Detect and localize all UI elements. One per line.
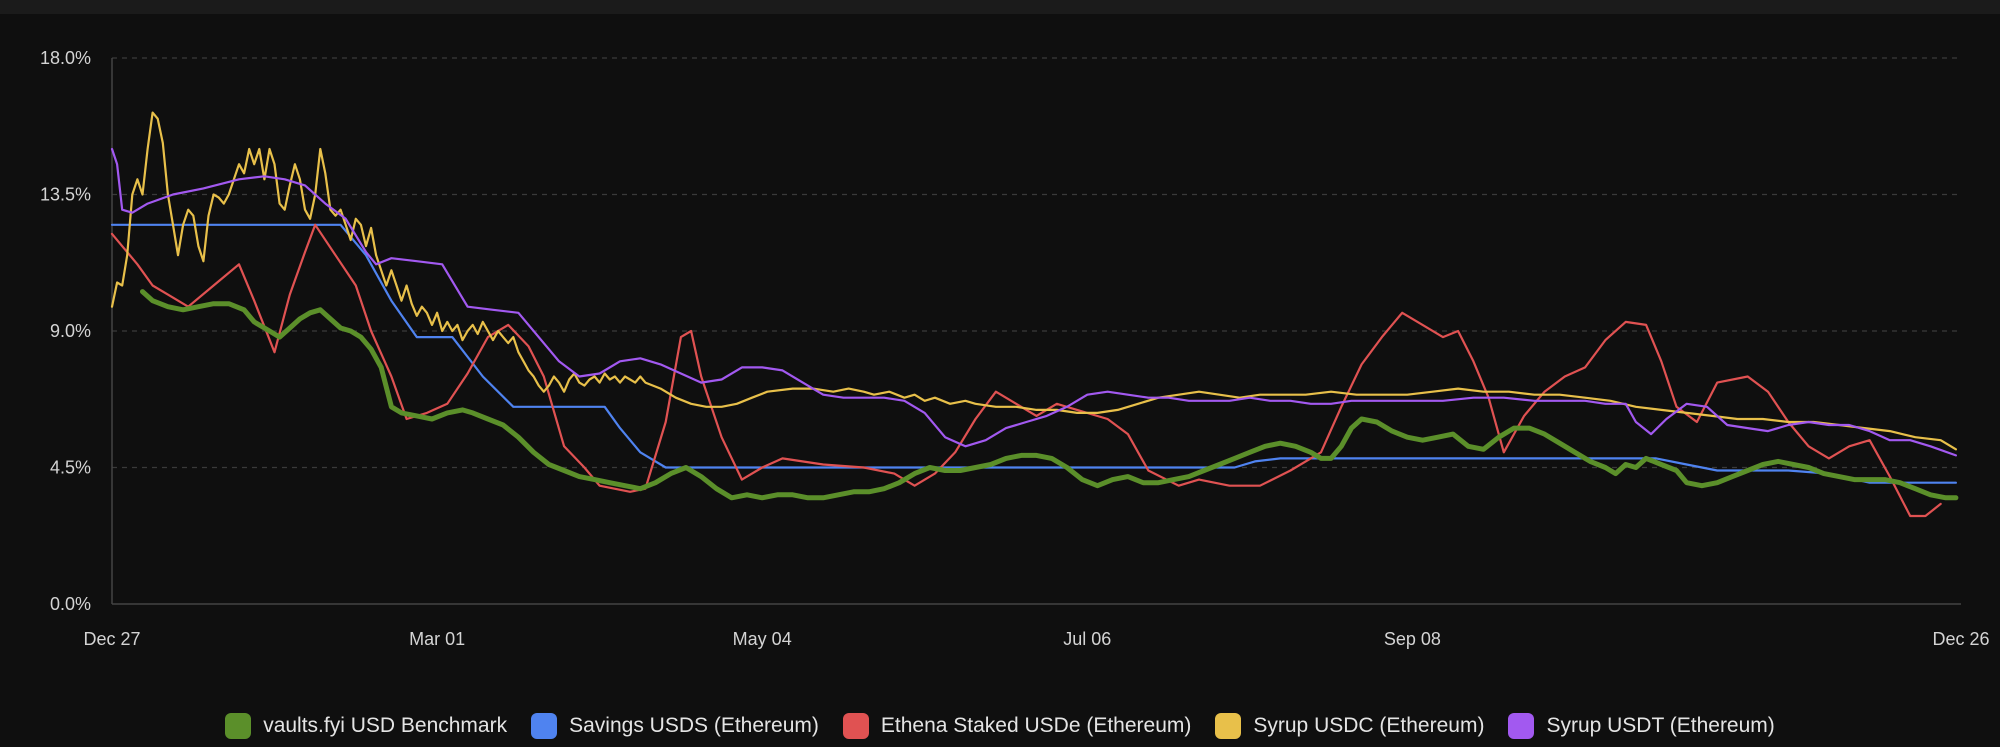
legend-label: Savings USDS (Ethereum) [569, 714, 819, 737]
series-line-syrup-usdt-ethereum [110, 147, 1958, 457]
series-line-ethena-staked-usde-ethereum [110, 223, 1942, 518]
legend-label: Ethena Staked USDe (Ethereum) [880, 714, 1192, 737]
legend-item-savings-usds-ethereum[interactable]: Savings USDS (Ethereum) [531, 713, 819, 739]
x-tick-label: Mar 01 [409, 629, 465, 649]
legend-swatch [1508, 713, 1535, 739]
x-tick-label: May 04 [733, 629, 792, 649]
legend-label: vaults.fyi USD Benchmark [263, 714, 508, 737]
series-lines [110, 111, 1959, 518]
legend-swatch [1215, 713, 1242, 739]
x-tick-label: Sep 08 [1384, 629, 1441, 649]
legend-item-ethena-staked-usde-ethereum[interactable]: Ethena Staked USDe (Ethereum) [842, 713, 1192, 739]
x-tick-label: Dec 27 [83, 629, 140, 649]
series-line-vaults-fyi-usd-benchmark [140, 289, 1959, 501]
legend-item-syrup-usdt-ethereum[interactable]: Syrup USDT (Ethereum) [1508, 713, 1775, 739]
y-tick-label: 9.0% [50, 321, 91, 341]
x-tick-label: Jul 06 [1063, 629, 1111, 649]
chart-legend: vaults.fyi USD Benchmark Savings USDS (Et… [0, 713, 2000, 747]
top-strip [0, 0, 2000, 14]
legend-label: Syrup USDT (Ethereum) [1546, 714, 1775, 737]
legend-swatch [225, 713, 252, 739]
line-chart: 0.0% 4.5% 9.0% 13.5% 18.0% Dec 27 Mar 01 May 04… [40, 48, 1990, 649]
y-tick-label: 4.5% [50, 458, 91, 478]
series-line-syrup-usdc-ethereum [110, 111, 1958, 451]
x-tick-label: Dec 26 [1932, 629, 1989, 649]
legend-swatch [531, 713, 558, 739]
legend-item-vaults-fyi-usd-benchmark[interactable]: vaults.fyi USD Benchmark [225, 713, 507, 739]
y-tick-label: 0.0% [50, 594, 91, 614]
legend-label: Syrup USDC (Ethereum) [1253, 714, 1485, 737]
legend-swatch [842, 713, 869, 739]
axes: 0.0% 4.5% 9.0% 13.5% 18.0% Dec 27 Mar 01 May 04… [40, 48, 1990, 649]
y-tick-label: 18.0% [40, 48, 91, 68]
legend-item-syrup-usdc-ethereum[interactable]: Syrup USDC (Ethereum) [1215, 713, 1484, 739]
y-tick-label: 13.5% [40, 185, 91, 205]
series-line-savings-usds-ethereum [110, 223, 1958, 484]
